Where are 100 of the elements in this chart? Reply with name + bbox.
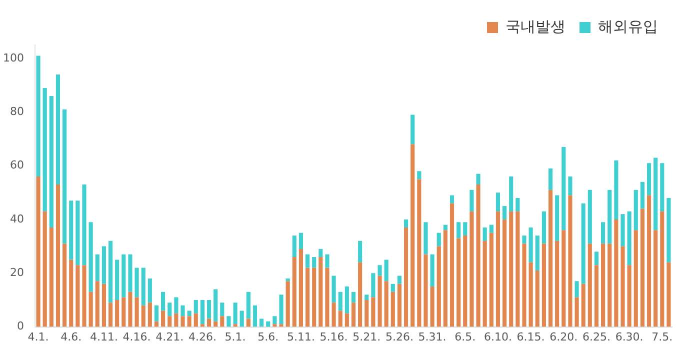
- bar: [542, 211, 546, 244]
- bar: [82, 265, 86, 327]
- bar: [134, 268, 139, 298]
- bar: [286, 278, 290, 282]
- bar: [660, 211, 664, 327]
- bar: [516, 198, 520, 212]
- bar: [601, 222, 606, 244]
- bar: [168, 316, 172, 327]
- bar: [502, 206, 507, 220]
- bar: [36, 176, 40, 327]
- bar: [476, 184, 480, 327]
- bar: [594, 265, 599, 327]
- bar: [187, 316, 192, 327]
- bar: [443, 224, 448, 230]
- y-tick-label: 0: [16, 320, 24, 333]
- bar: [614, 160, 618, 220]
- bar: [608, 190, 612, 244]
- bar: [384, 281, 388, 327]
- legend-label: 해외유입: [598, 17, 658, 36]
- bar: [456, 222, 461, 238]
- bar: [601, 244, 606, 327]
- bar: [220, 302, 224, 316]
- bar: [214, 321, 218, 327]
- bar: [470, 190, 474, 212]
- bar: [148, 278, 152, 303]
- bar: [594, 252, 599, 266]
- bar: [338, 292, 342, 311]
- bar: [397, 276, 402, 284]
- bar: [522, 236, 526, 244]
- bar: [279, 324, 284, 327]
- bar: [148, 302, 152, 327]
- bar: [443, 230, 448, 327]
- bar: [390, 284, 395, 292]
- bar: [292, 257, 296, 327]
- x-tick-label: 5.26.: [385, 330, 414, 344]
- bar: [482, 228, 487, 241]
- bar: [424, 254, 428, 327]
- bar: [128, 292, 132, 327]
- bar: [351, 302, 356, 327]
- bar: [260, 318, 264, 327]
- bar: [102, 284, 106, 327]
- bar: [233, 302, 238, 324]
- bar: [424, 222, 428, 254]
- bar: [115, 260, 120, 300]
- bar: [161, 292, 166, 311]
- bar: [233, 324, 238, 327]
- bar: [509, 211, 514, 327]
- bar: [252, 305, 258, 327]
- bar: [516, 211, 520, 327]
- bar: [489, 224, 494, 233]
- bar: [318, 248, 323, 258]
- bar: [286, 281, 290, 327]
- bar: [279, 294, 284, 324]
- bar: [174, 297, 178, 314]
- bar: [404, 228, 408, 327]
- bar: [122, 254, 126, 298]
- bar: [358, 262, 362, 327]
- y-tick-label: 20: [10, 266, 24, 279]
- bar: [535, 236, 540, 270]
- x-tick-label: 7.5.: [652, 330, 673, 344]
- bar: [456, 238, 461, 327]
- y-tick-label: 40: [10, 212, 24, 226]
- bar: [108, 240, 113, 303]
- bar: [634, 190, 638, 230]
- x-tick-label: 5.21.: [352, 330, 381, 344]
- x-tick-label: 5.11.: [286, 330, 315, 344]
- bar: [404, 219, 408, 228]
- x-tick-label: 5.31.: [418, 330, 446, 344]
- bar: [220, 316, 224, 327]
- bar: [246, 318, 250, 327]
- x-tick-label: 4.6.: [60, 330, 82, 344]
- bar: [482, 240, 487, 327]
- bar: [522, 244, 526, 327]
- bar: [122, 297, 126, 327]
- x-tick-label: 6.30.: [615, 330, 644, 344]
- bar: [535, 270, 540, 327]
- bar: [640, 182, 644, 209]
- bar: [95, 281, 100, 327]
- bar: [555, 240, 560, 327]
- bar: [206, 300, 212, 319]
- bar: [115, 300, 120, 327]
- bar: [562, 146, 566, 230]
- legend-label: 국내발생: [506, 17, 566, 36]
- bar: [351, 292, 356, 303]
- bar: [56, 74, 60, 185]
- bar: [108, 302, 113, 327]
- bar: [410, 114, 415, 144]
- bar: [154, 305, 159, 322]
- bar: [417, 179, 422, 327]
- bar: [49, 228, 54, 327]
- bar: [88, 292, 93, 327]
- bar: [410, 144, 415, 327]
- bar: [42, 211, 47, 327]
- bar: [154, 321, 159, 327]
- bar: [496, 192, 500, 212]
- bar: [69, 200, 74, 260]
- bar: [206, 318, 212, 327]
- bar: [36, 56, 40, 177]
- bar: [436, 232, 441, 246]
- bar: [187, 310, 192, 316]
